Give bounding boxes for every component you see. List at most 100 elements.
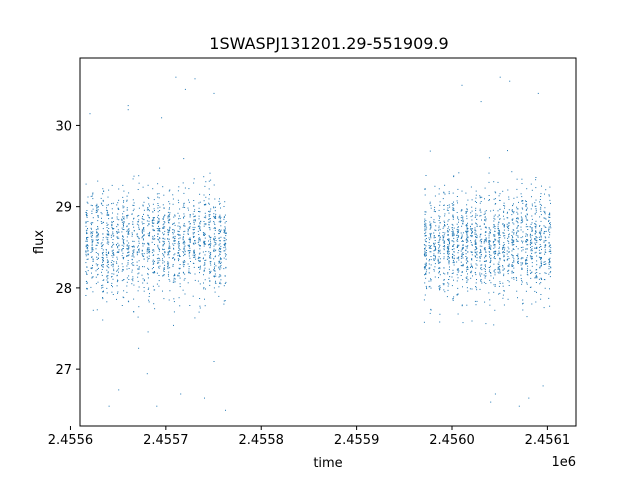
data-point xyxy=(511,254,513,256)
data-point xyxy=(183,272,184,274)
data-point xyxy=(112,263,114,265)
data-point xyxy=(503,244,505,245)
data-point xyxy=(516,279,518,281)
data-point xyxy=(466,246,468,248)
data-point xyxy=(220,283,222,285)
data-point xyxy=(214,210,216,212)
data-point xyxy=(87,258,89,260)
data-point xyxy=(147,244,149,246)
data-point xyxy=(198,311,200,313)
data-point xyxy=(91,276,93,278)
data-point xyxy=(457,252,459,254)
data-point xyxy=(159,265,161,267)
data-point xyxy=(525,201,527,202)
data-point xyxy=(102,266,104,268)
data-point xyxy=(466,265,468,267)
data-point xyxy=(132,223,134,225)
data-point xyxy=(131,269,133,271)
data-point xyxy=(544,231,546,232)
data-point xyxy=(117,224,119,226)
data-point xyxy=(530,250,532,252)
data-point xyxy=(178,245,180,247)
data-point xyxy=(189,237,191,239)
data-point xyxy=(102,254,104,256)
data-point xyxy=(153,272,155,274)
data-point xyxy=(141,237,143,239)
data-point xyxy=(91,277,93,279)
data-point xyxy=(188,255,190,257)
data-point xyxy=(138,272,140,274)
data-point xyxy=(542,385,544,387)
data-point xyxy=(452,256,453,258)
data-point xyxy=(128,230,130,232)
data-point xyxy=(550,202,551,204)
data-point xyxy=(210,270,212,272)
data-point xyxy=(167,266,169,268)
data-point xyxy=(102,244,104,246)
data-point xyxy=(98,267,99,269)
data-point xyxy=(494,246,496,248)
data-point xyxy=(520,247,522,248)
data-point xyxy=(484,216,486,218)
data-point xyxy=(152,260,154,262)
data-point xyxy=(534,272,536,274)
data-point xyxy=(121,231,123,233)
data-point xyxy=(188,266,190,267)
data-point xyxy=(520,216,522,218)
data-point xyxy=(526,268,528,270)
data-point xyxy=(126,195,128,197)
data-point xyxy=(199,228,201,230)
data-point xyxy=(531,265,533,267)
data-point xyxy=(439,244,441,246)
data-point xyxy=(531,258,533,260)
data-point xyxy=(508,236,510,238)
data-point xyxy=(479,245,481,247)
data-point xyxy=(102,249,104,251)
data-point xyxy=(141,274,143,276)
data-point xyxy=(218,221,220,223)
data-point xyxy=(458,226,459,228)
data-point xyxy=(101,213,103,215)
data-point xyxy=(86,247,88,249)
data-point xyxy=(199,211,201,213)
data-point xyxy=(167,229,169,231)
data-point xyxy=(220,220,222,222)
data-point xyxy=(545,227,547,228)
data-point xyxy=(425,255,427,257)
data-point xyxy=(189,223,191,225)
data-point xyxy=(163,261,165,263)
data-point xyxy=(548,236,550,238)
data-point xyxy=(457,216,459,218)
data-point xyxy=(508,251,510,253)
data-point xyxy=(447,272,449,274)
data-point xyxy=(112,286,113,288)
data-point xyxy=(462,241,464,242)
data-point xyxy=(434,229,436,231)
data-point xyxy=(141,217,143,219)
data-point xyxy=(521,250,523,252)
data-point xyxy=(156,223,158,224)
data-point xyxy=(116,261,117,263)
data-point xyxy=(526,207,528,209)
data-point xyxy=(457,277,459,279)
data-point xyxy=(194,254,195,256)
data-point xyxy=(138,260,140,262)
data-point xyxy=(168,190,170,192)
data-point xyxy=(517,218,519,220)
data-point xyxy=(189,247,191,249)
data-point xyxy=(178,234,180,236)
data-point xyxy=(91,222,93,224)
data-point xyxy=(138,175,140,177)
data-point xyxy=(488,292,490,294)
data-point xyxy=(439,267,441,269)
data-point xyxy=(502,266,504,268)
data-point xyxy=(193,178,195,180)
data-point xyxy=(499,281,501,283)
data-point xyxy=(111,276,113,277)
data-point xyxy=(106,256,108,258)
data-point xyxy=(126,236,128,238)
data-point xyxy=(485,237,487,239)
data-point xyxy=(488,251,490,253)
data-point xyxy=(506,250,508,252)
data-point xyxy=(86,201,88,203)
